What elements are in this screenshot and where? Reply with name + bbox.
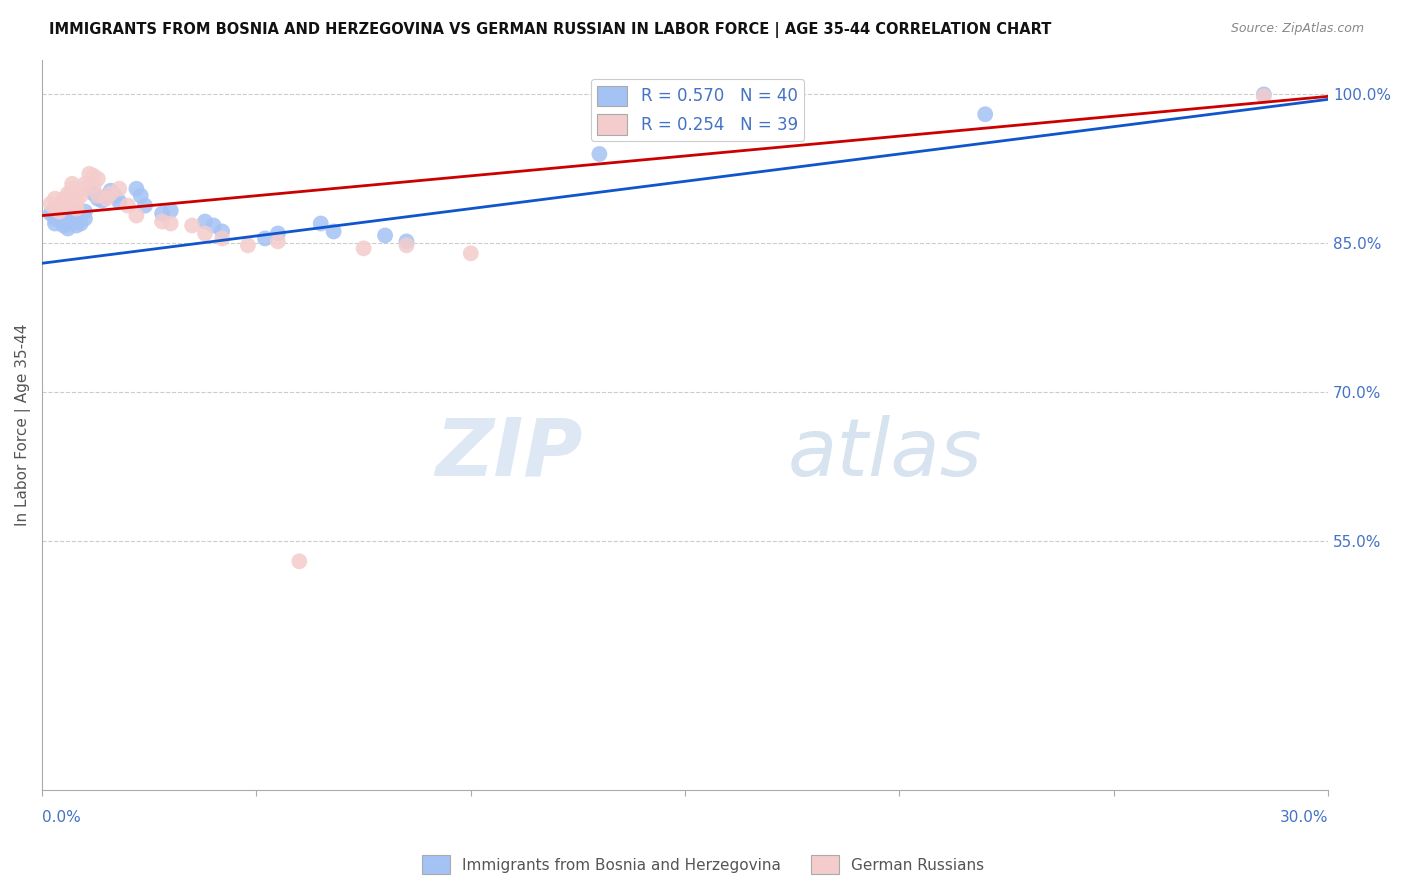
- Point: [267, 235, 290, 249]
- Point: [211, 224, 233, 238]
- Point: [83, 186, 105, 201]
- Point: [738, 127, 761, 141]
- Point: [322, 224, 344, 238]
- Point: [48, 209, 70, 223]
- Point: [73, 204, 96, 219]
- Point: [65, 192, 87, 206]
- Point: [60, 204, 83, 219]
- Point: [202, 219, 225, 233]
- Point: [60, 188, 83, 202]
- Point: [60, 211, 83, 226]
- Point: [48, 204, 70, 219]
- Point: [69, 217, 91, 231]
- Point: [236, 238, 259, 252]
- Point: [288, 554, 311, 568]
- Point: [77, 167, 100, 181]
- Point: [395, 238, 418, 252]
- Point: [65, 219, 87, 233]
- Point: [52, 199, 75, 213]
- Point: [134, 199, 156, 213]
- Text: IMMIGRANTS FROM BOSNIA AND HERZEGOVINA VS GERMAN RUSSIAN IN LABOR FORCE | AGE 35: IMMIGRANTS FROM BOSNIA AND HERZEGOVINA V…: [49, 22, 1052, 38]
- Point: [117, 199, 139, 213]
- Legend: R = 0.570   N = 40, R = 0.254   N = 39: R = 0.570 N = 40, R = 0.254 N = 39: [591, 78, 804, 141]
- Point: [353, 241, 375, 255]
- Point: [96, 192, 118, 206]
- Point: [83, 178, 105, 193]
- Text: 30.0%: 30.0%: [1279, 810, 1329, 825]
- Text: atlas: atlas: [787, 415, 983, 493]
- Point: [104, 188, 127, 202]
- Point: [39, 196, 62, 211]
- Point: [56, 186, 79, 201]
- Point: [211, 231, 233, 245]
- Point: [125, 182, 148, 196]
- Point: [159, 217, 181, 231]
- Point: [974, 107, 997, 121]
- Legend: Immigrants from Bosnia and Herzegovina, German Russians: Immigrants from Bosnia and Herzegovina, …: [416, 849, 990, 880]
- Point: [44, 202, 66, 216]
- Point: [83, 169, 105, 183]
- Point: [100, 184, 122, 198]
- Point: [309, 217, 332, 231]
- Point: [108, 182, 131, 196]
- Point: [56, 194, 79, 209]
- Point: [52, 192, 75, 206]
- Text: Source: ZipAtlas.com: Source: ZipAtlas.com: [1230, 22, 1364, 36]
- Point: [87, 171, 110, 186]
- Point: [181, 219, 204, 233]
- Point: [60, 182, 83, 196]
- Text: 0.0%: 0.0%: [42, 810, 82, 825]
- Point: [194, 214, 217, 228]
- Point: [194, 227, 217, 241]
- Point: [65, 209, 87, 223]
- Text: ZIP: ZIP: [434, 415, 582, 493]
- Point: [395, 235, 418, 249]
- Y-axis label: In Labor Force | Age 35-44: In Labor Force | Age 35-44: [15, 324, 31, 526]
- Point: [44, 211, 66, 226]
- Point: [65, 202, 87, 216]
- Point: [460, 246, 482, 260]
- Point: [44, 217, 66, 231]
- Point: [150, 206, 173, 220]
- Point: [100, 186, 122, 201]
- Point: [267, 227, 290, 241]
- Point: [374, 228, 396, 243]
- Point: [253, 231, 276, 245]
- Point: [91, 194, 114, 208]
- Point: [96, 190, 118, 204]
- Point: [73, 177, 96, 191]
- Point: [87, 192, 110, 206]
- Point: [73, 182, 96, 196]
- Point: [159, 203, 181, 218]
- Point: [150, 214, 173, 228]
- Point: [65, 196, 87, 211]
- Point: [52, 219, 75, 233]
- Point: [56, 217, 79, 231]
- Point: [73, 211, 96, 226]
- Point: [39, 206, 62, 220]
- Point: [588, 147, 610, 161]
- Point: [125, 209, 148, 223]
- Point: [44, 192, 66, 206]
- Point: [52, 214, 75, 228]
- Point: [87, 188, 110, 202]
- Point: [1253, 89, 1275, 103]
- Point: [129, 188, 152, 202]
- Point: [69, 188, 91, 202]
- Point: [60, 177, 83, 191]
- Point: [108, 194, 131, 209]
- Point: [56, 221, 79, 235]
- Point: [1253, 87, 1275, 102]
